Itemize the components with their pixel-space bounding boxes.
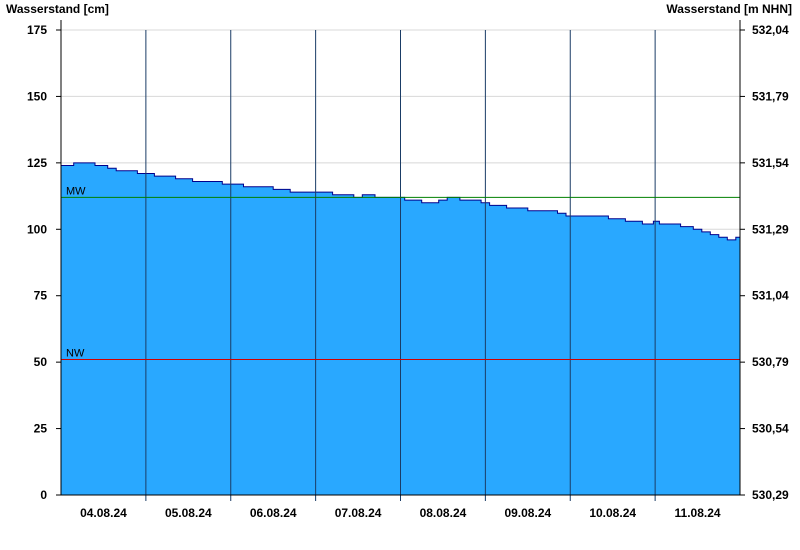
left-tick-label: 100 xyxy=(27,222,47,236)
right-tick-label: 531,79 xyxy=(752,89,789,103)
right-tick-labels: 530,29 530,54 530,79 531,04 531,29 531,54 531,… xyxy=(752,23,789,502)
x-tick-label: 07.08.24 xyxy=(335,506,382,520)
x-tick-label: 09.08.24 xyxy=(504,506,551,520)
ref-label-mw: MW xyxy=(66,185,86,197)
right-tick-label: 530,54 xyxy=(752,422,789,436)
right-tick-label: 531,04 xyxy=(752,289,789,303)
x-tick-label: 08.08.24 xyxy=(420,506,467,520)
left-tick-label: 150 xyxy=(27,89,47,103)
left-tick-label: 75 xyxy=(34,289,48,303)
right-tick-label: 531,54 xyxy=(752,156,789,170)
x-tick-label: 05.08.24 xyxy=(165,506,212,520)
water-level-line xyxy=(61,162,740,241)
right-tick-label: 532,04 xyxy=(752,23,789,37)
x-tick-label: 10.08.24 xyxy=(589,506,636,520)
left-tick-label: 0 xyxy=(40,488,47,502)
x-tick-label: 11.08.24 xyxy=(675,506,721,520)
left-tick-label: 50 xyxy=(34,355,48,369)
day-separators xyxy=(145,30,656,501)
left-tick-label: 125 xyxy=(27,156,47,170)
left-axis-title: Wasserstand [cm] xyxy=(6,2,109,16)
left-tick-label: 175 xyxy=(27,23,47,37)
axes xyxy=(56,20,745,496)
x-tick-labels: 04.08.24 05.08.24 06.08.24 07.08.24 08.08.24… xyxy=(80,506,721,520)
right-axis-title: Wasserstand [m NHN] xyxy=(666,2,792,16)
right-tick-label: 530,79 xyxy=(752,355,789,369)
left-tick-labels: 0 25 50 75 100 125 150 175 xyxy=(27,23,47,502)
right-tick-label: 531,29 xyxy=(752,222,789,236)
right-tick-label: 530,29 xyxy=(752,488,789,502)
x-tick-label: 06.08.24 xyxy=(250,506,297,520)
ref-label-nw: NW xyxy=(66,347,85,359)
left-tick-label: 25 xyxy=(34,422,48,436)
x-tick-label: 04.08.24 xyxy=(80,506,127,520)
reference-lines: MW NW xyxy=(61,185,740,360)
